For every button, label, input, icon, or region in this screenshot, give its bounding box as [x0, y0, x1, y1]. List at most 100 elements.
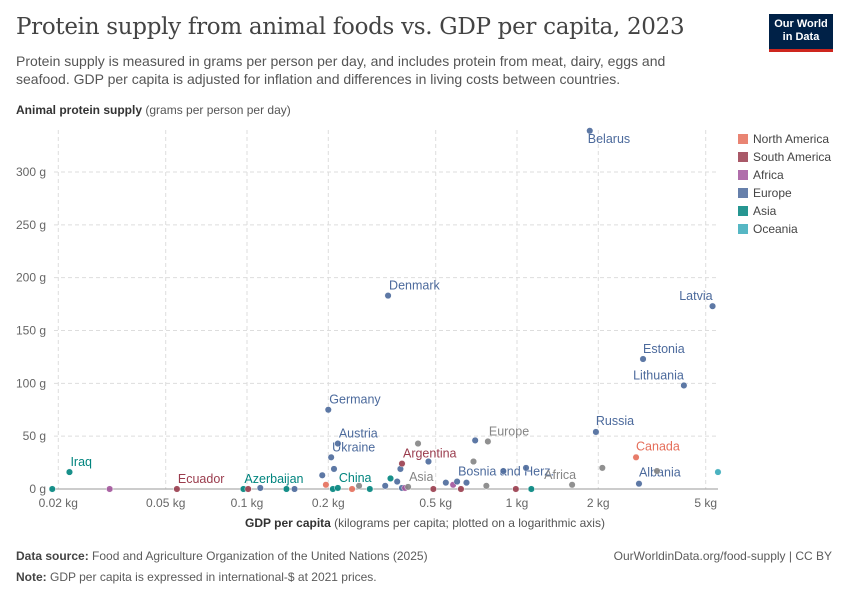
data-point [398, 460, 406, 468]
note-text: GDP per capita is expressed in internati… [50, 570, 377, 584]
data-point [442, 479, 450, 487]
data-point [65, 468, 74, 476]
x-tick-label: 1 kg [506, 496, 529, 510]
legend-item[interactable]: Oceania [738, 220, 831, 238]
data-point [334, 484, 342, 492]
x-tick-label: 0.5 kg [419, 496, 452, 510]
legend-label: South America [753, 150, 832, 164]
data-point [322, 481, 330, 489]
point-label: Iraq [70, 455, 92, 469]
legend: North America South America Africa Europe As… [738, 130, 831, 238]
data-point [393, 478, 401, 486]
legend-item[interactable]: North America [738, 130, 831, 148]
point-label: Asia [409, 470, 433, 484]
y-tick-label: 200 g [16, 271, 46, 285]
legend-swatch [738, 152, 748, 162]
chart-subtitle: Protein supply is measured in grams per … [16, 53, 666, 87]
legend-swatch [738, 134, 748, 144]
x-tick-label: 0.2 kg [312, 496, 345, 510]
data-point [334, 440, 342, 448]
point-label: Belarus [588, 132, 630, 146]
y-axis-label-bold: Animal protein supply [16, 103, 143, 117]
x-tick-label: 0.02 kg [39, 496, 78, 510]
note: Note: GDP per capita is expressed in int… [16, 570, 377, 584]
x-axis-label-bold: GDP per capita [245, 516, 331, 530]
data-point [522, 464, 530, 472]
data-point [568, 481, 576, 489]
note-label: Note: [16, 570, 47, 584]
point-label: Austria [339, 427, 378, 441]
point-label: Europe [489, 424, 529, 438]
data-point [348, 485, 356, 493]
point-label: Azerbaijan [244, 472, 303, 486]
data-point [384, 292, 392, 300]
data-point [366, 485, 374, 493]
x-tick-label: 2 kg [587, 496, 610, 510]
data-point [424, 457, 433, 466]
legend-swatch [738, 206, 748, 216]
legend-item[interactable]: Asia [738, 202, 831, 220]
legend-item[interactable]: Africa [738, 166, 831, 184]
data-point [482, 482, 490, 490]
data-point [327, 453, 335, 461]
x-axis-label: GDP per capita (kilograms per capita; pl… [0, 516, 850, 530]
data-point [592, 428, 600, 436]
data-point [429, 485, 437, 493]
data-point [106, 485, 114, 493]
y-tick-label: 100 g [16, 376, 46, 390]
data-point [484, 437, 492, 445]
x-tick-label: 0.1 kg [231, 496, 264, 510]
data-point [173, 485, 181, 493]
data-point [714, 468, 722, 476]
source-link[interactable]: OurWorldinData.org/food-supply | CC BY [613, 549, 832, 563]
point-label: Ukraine [332, 440, 375, 454]
point-label: Ecuador [178, 472, 225, 486]
legend-item[interactable]: South America [738, 148, 831, 166]
point-label: China [339, 471, 372, 485]
data-point [404, 483, 412, 491]
point-label: Russia [596, 414, 634, 428]
data-point [635, 480, 643, 488]
data-point [469, 457, 478, 466]
data-point [639, 355, 647, 363]
x-axis-label-unit: (kilograms per capita; plotted on a loga… [334, 516, 605, 530]
point-label: Germany [329, 393, 381, 407]
legend-swatch [738, 170, 748, 180]
point-label: Estonia [643, 342, 685, 356]
data-point [586, 127, 594, 135]
legend-swatch [738, 224, 748, 234]
data-point [632, 453, 640, 461]
y-tick-label: 150 g [16, 323, 46, 337]
data-point [355, 482, 363, 490]
data-point [48, 485, 56, 493]
data-point [453, 478, 461, 486]
y-axis-label: Animal protein supply (grams per person … [16, 103, 291, 117]
y-tick-label: 250 g [16, 218, 46, 232]
data-point [457, 485, 465, 493]
data-point [499, 467, 507, 475]
legend-label: Asia [753, 204, 777, 218]
data-point [381, 482, 389, 490]
point-label: Denmark [389, 279, 440, 293]
chart-title: Protein supply from animal foods vs. GDP… [16, 14, 685, 40]
data-point [282, 485, 291, 493]
data-source: Data source: Food and Agriculture Organi… [16, 549, 428, 563]
y-axis-label-unit: (grams per person per day) [145, 103, 291, 117]
data-point [709, 302, 717, 310]
data-point [414, 440, 422, 448]
source-label: Data source: [16, 549, 89, 563]
source-text: Food and Agriculture Organization of the… [92, 549, 428, 563]
data-point [471, 436, 479, 444]
legend-label: Africa [753, 168, 784, 182]
point-label: Lithuania [633, 368, 684, 382]
owid-logo[interactable]: Our World in Data [769, 14, 833, 52]
data-point [527, 485, 535, 493]
x-tick-label: 0.05 kg [146, 496, 185, 510]
data-point [680, 381, 688, 389]
legend-item[interactable]: Europe [738, 184, 831, 202]
x-tick-label: 5 kg [694, 496, 717, 510]
data-point [330, 465, 338, 473]
data-point [462, 479, 471, 487]
